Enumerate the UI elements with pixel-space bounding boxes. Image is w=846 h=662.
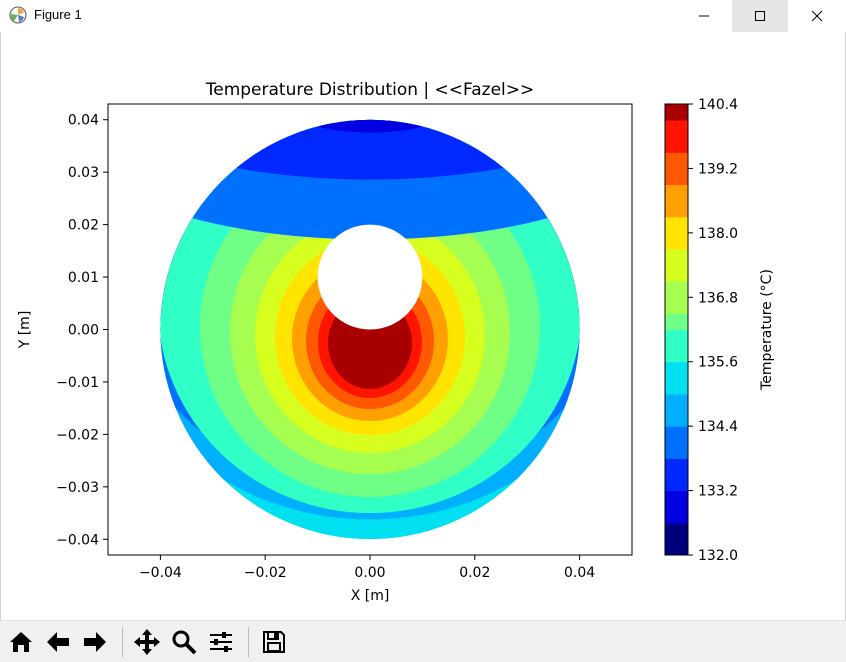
colorbar-tick-label: 139.2 <box>698 161 738 177</box>
colorbar-segment <box>665 281 688 298</box>
y-axis-label: Y [m] <box>17 311 33 350</box>
close-icon <box>811 10 823 22</box>
window-titlebar: Figure 1 <box>0 0 846 32</box>
colorbar-frame <box>664 103 689 556</box>
save-icon <box>263 631 285 653</box>
contour-band-cold <box>160 119 580 180</box>
colorbar-segment <box>665 393 688 411</box>
back-button[interactable] <box>42 626 74 658</box>
colorbar-segment <box>665 474 688 492</box>
y-tick-label: −0.01 <box>56 375 99 391</box>
colorbar-segment <box>665 329 688 347</box>
colorbar-segment <box>665 410 688 427</box>
colorbar-segment <box>665 297 688 314</box>
close-button[interactable] <box>789 0 845 32</box>
colorbar-segment <box>665 506 688 524</box>
x-tick-label: 0.02 <box>459 565 490 581</box>
y-tick-label: −0.03 <box>56 480 99 496</box>
window-title: Figure 1 <box>34 7 82 22</box>
hole-region <box>317 224 423 330</box>
colorbar-segment <box>665 184 688 202</box>
colorbar-tick-label: 138.0 <box>698 226 738 242</box>
colorbar-segment <box>665 248 688 266</box>
x-tick-label: 0.04 <box>564 565 595 581</box>
maximize-icon <box>755 11 765 21</box>
back-arrow-icon <box>47 632 69 652</box>
colorbar-tick-label: 132.0 <box>698 548 738 564</box>
colorbar-segment <box>665 345 688 363</box>
colorbar-label: Temperature (°C) <box>759 269 775 391</box>
colorbar-segment <box>665 377 688 395</box>
colorbar-tick-label: 135.6 <box>698 355 738 371</box>
y-tick-label: 0.00 <box>68 323 99 339</box>
colorbar-tick-label: 136.8 <box>698 290 738 306</box>
x-tick-label: −0.02 <box>244 565 287 581</box>
figure-canvas: −0.04 −0.02 0.00 0.02 0.04 0.04 0.03 0.02 0.01 0.… <box>17 80 775 604</box>
chart-title: Temperature Distribution | <<Fazel>> <box>205 80 535 100</box>
home-icon <box>10 632 32 652</box>
colorbar-segment <box>665 490 688 508</box>
colorbar-segment <box>665 200 688 218</box>
y-tick-label: 0.04 <box>68 113 99 129</box>
minimize-button[interactable] <box>676 0 732 32</box>
colorbar-segment <box>665 426 688 443</box>
colorbar-segment <box>665 152 688 169</box>
zoom-icon <box>172 630 197 655</box>
x-axis-label: X [m] <box>351 588 390 604</box>
colorbar-segment <box>665 104 688 121</box>
navigation-toolbar <box>0 620 846 662</box>
pan-button[interactable] <box>131 626 163 658</box>
y-tick-label: 0.03 <box>68 165 99 181</box>
colorbar-tick-label: 134.4 <box>698 419 738 435</box>
y-tick-label: 0.02 <box>68 218 99 234</box>
colorbar-segment <box>665 232 688 250</box>
colorbar-segment <box>665 458 688 475</box>
colorbar-segment <box>665 168 688 186</box>
colorbar-segment <box>665 538 688 556</box>
colorbar-segment <box>665 442 688 459</box>
contour-band-cold <box>300 119 440 133</box>
maximize-button[interactable] <box>732 0 788 32</box>
save-button[interactable] <box>258 626 290 658</box>
colorbar-segment <box>665 313 688 330</box>
y-tick-label: 0.01 <box>68 270 99 286</box>
x-tick-label: 0.00 <box>354 565 385 581</box>
configure-subplots-icon <box>210 632 232 652</box>
x-tick-label: −0.04 <box>139 565 182 581</box>
colorbar-tick-label: 140.4 <box>698 97 738 113</box>
forward-arrow-icon <box>84 632 106 652</box>
toolbar-separator <box>248 627 249 657</box>
configure-subplots-button[interactable] <box>205 626 237 658</box>
forward-button[interactable] <box>79 626 111 658</box>
pan-icon <box>134 629 160 655</box>
colorbar-segment <box>665 361 688 379</box>
toolbar-separator <box>122 627 123 657</box>
minimize-icon <box>699 15 709 17</box>
colorbar-tick-label: 133.2 <box>698 484 738 500</box>
colorbar-segment <box>665 136 688 153</box>
home-button[interactable] <box>5 626 37 658</box>
colorbar-segment <box>665 265 688 282</box>
colorbar-segment <box>665 120 688 137</box>
y-tick-label: −0.04 <box>56 532 99 548</box>
colorbar-segment <box>665 216 688 234</box>
matplotlib-app-icon <box>9 6 27 24</box>
y-tick-label: −0.02 <box>56 427 99 443</box>
colorbar-segment <box>665 522 688 540</box>
zoom-button[interactable] <box>168 626 200 658</box>
